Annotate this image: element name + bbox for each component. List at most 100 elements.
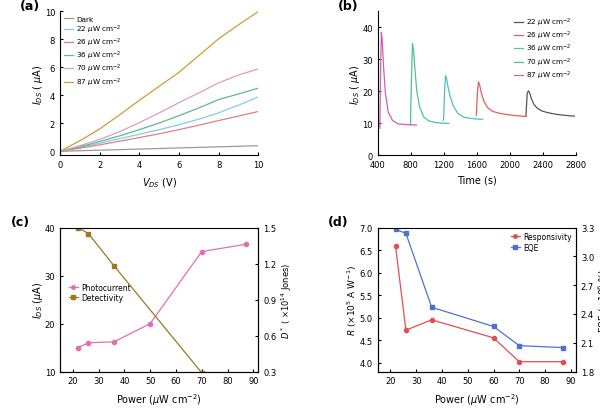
36 $\mu$W cm$^{-2}$ [467, 116, 474, 121]
26 $\mu$W cm$^{-2}$ [517, 114, 524, 119]
36 $\mu$W cm$^{-2}$ [442, 74, 449, 79]
26 $\mu$W cm$^{-2}$ [215, 119, 223, 124]
X-axis label: $V_{DS}$ (V): $V_{DS}$ (V) [142, 176, 177, 189]
Photocurrent [85, 340, 92, 345]
22 $\mu$W cm$^{-2}$ [554, 113, 562, 118]
87 $\mu$W cm$^{-2}$ [255, 10, 262, 15]
Line: 22 $\mu$W cm$^{-2}$: 22 $\mu$W cm$^{-2}$ [60, 97, 259, 152]
36 $\mu$W cm$^{-2}$ [116, 134, 123, 139]
70 $\mu$W cm$^{-2}$ [407, 123, 414, 128]
36 $\mu$W cm$^{-2}$ [473, 117, 481, 122]
Legend: Responsivity, EQE: Responsivity, EQE [510, 232, 572, 253]
Detectivity [110, 264, 118, 269]
26 $\mu$W cm$^{-2}$ [475, 80, 482, 85]
Line: 26 $\mu$W cm$^{-2}$: 26 $\mu$W cm$^{-2}$ [476, 83, 526, 117]
70 $\mu$W cm$^{-2}$ [425, 119, 433, 124]
36 $\mu$W cm$^{-2}$ [445, 85, 452, 90]
22 $\mu$W cm$^{-2}$ [196, 117, 203, 122]
Dark [235, 145, 242, 150]
EQE [402, 231, 409, 236]
Legend: Dark, 22 $\mu$W cm$^{-2}$, 26 $\mu$W cm$^{-2}$, 36 $\mu$W cm$^{-2}$, 70 $\mu$W c: Dark, 22 $\mu$W cm$^{-2}$, 26 $\mu$W cm$… [64, 16, 122, 89]
Text: (b): (b) [338, 0, 358, 12]
Line: 70 $\mu$W cm$^{-2}$: 70 $\mu$W cm$^{-2}$ [60, 70, 259, 152]
87 $\mu$W cm$^{-2}$ [196, 54, 203, 59]
87 $\mu$W cm$^{-2}$ [413, 123, 420, 128]
Y-axis label: EQE ($\times$10$^6$ %): EQE ($\times$10$^6$ %) [597, 268, 600, 332]
Responsivity [392, 244, 399, 249]
22 $\mu$W cm$^{-2}$ [215, 111, 223, 116]
36 $\mu$W cm$^{-2}$ [136, 128, 143, 133]
Responsivity [428, 318, 435, 323]
Photocurrent [74, 345, 82, 350]
70 $\mu$W cm$^{-2}$ [408, 77, 415, 82]
36 $\mu$W cm$^{-2}$ [479, 118, 486, 123]
Line: Dark: Dark [60, 146, 259, 152]
Y-axis label: $R$ ($\times$10$^5$ A W$^{-1}$): $R$ ($\times$10$^5$ A W$^{-1}$) [346, 264, 359, 335]
EQE [392, 228, 399, 233]
87 $\mu$W cm$^{-2}$ [400, 123, 407, 128]
26 $\mu$W cm$^{-2}$ [96, 143, 103, 148]
26 $\mu$W cm$^{-2}$ [175, 128, 182, 133]
X-axis label: Power ($\mu$W cm$^{-2}$): Power ($\mu$W cm$^{-2}$) [116, 391, 202, 407]
22 $\mu$W cm$^{-2}$ [538, 109, 545, 114]
87 $\mu$W cm$^{-2}$ [96, 127, 103, 132]
36 $\mu$W cm$^{-2}$ [449, 104, 457, 109]
87 $\mu$W cm$^{-2}$ [385, 111, 392, 116]
26 $\mu$W cm$^{-2}$ [196, 123, 203, 128]
Line: Responsivity: Responsivity [394, 245, 565, 364]
36 $\mu$W cm$^{-2}$ [441, 91, 448, 96]
Dark [76, 149, 83, 154]
Responsivity [402, 328, 409, 333]
36 $\mu$W cm$^{-2}$ [175, 114, 182, 119]
70 $\mu$W cm$^{-2}$ [175, 101, 182, 106]
Responsivity [490, 335, 497, 340]
Detectivity [198, 370, 205, 375]
Line: 22 $\mu$W cm$^{-2}$: 22 $\mu$W cm$^{-2}$ [526, 92, 574, 117]
70 $\mu$W cm$^{-2}$ [116, 130, 123, 135]
70 $\mu$W cm$^{-2}$ [215, 81, 223, 86]
36 $\mu$W cm$^{-2}$ [443, 77, 450, 82]
22 $\mu$W cm$^{-2}$ [175, 123, 182, 128]
Line: 36 $\mu$W cm$^{-2}$: 36 $\mu$W cm$^{-2}$ [443, 76, 482, 121]
22 $\mu$W cm$^{-2}$ [525, 89, 532, 94]
26 $\mu$W cm$^{-2}$ [484, 106, 491, 111]
70 $\mu$W cm$^{-2}$ [196, 91, 203, 96]
22 $\mu$W cm$^{-2}$ [76, 145, 83, 150]
70 $\mu$W cm$^{-2}$ [412, 67, 419, 72]
70 $\mu$W cm$^{-2}$ [410, 48, 417, 53]
26 $\mu$W cm$^{-2}$ [489, 109, 496, 114]
70 $\mu$W cm$^{-2}$ [416, 106, 424, 111]
70 $\mu$W cm$^{-2}$ [413, 90, 421, 95]
X-axis label: Power ($\mu$W cm$^{-2}$): Power ($\mu$W cm$^{-2}$) [434, 391, 520, 407]
22 $\mu$W cm$^{-2}$ [56, 150, 64, 154]
Photocurrent [198, 249, 205, 254]
22 $\mu$W cm$^{-2}$ [524, 91, 531, 96]
Photocurrent [146, 321, 154, 326]
22 $\mu$W cm$^{-2}$ [566, 114, 573, 119]
Text: (c): (c) [10, 215, 29, 228]
36 $\mu$W cm$^{-2}$ [196, 106, 203, 111]
36 $\mu$W cm$^{-2}$ [215, 98, 223, 103]
26 $\mu$W cm$^{-2}$ [473, 114, 480, 119]
26 $\mu$W cm$^{-2}$ [476, 83, 483, 88]
87 $\mu$W cm$^{-2}$ [378, 31, 385, 36]
26 $\mu$W cm$^{-2}$ [136, 136, 143, 141]
70 $\mu$W cm$^{-2}$ [155, 111, 163, 116]
Line: 70 $\mu$W cm$^{-2}$: 70 $\mu$W cm$^{-2}$ [410, 44, 449, 126]
Y-axis label: $I_{DS}$ ($\mu$A): $I_{DS}$ ($\mu$A) [31, 281, 44, 318]
22 $\mu$W cm$^{-2}$ [530, 102, 538, 107]
36 $\mu$W cm$^{-2}$ [454, 112, 461, 116]
Line: 87 $\mu$W cm$^{-2}$: 87 $\mu$W cm$^{-2}$ [380, 33, 416, 129]
Dark [116, 148, 123, 153]
70 $\mu$W cm$^{-2}$ [439, 121, 446, 126]
36 $\mu$W cm$^{-2}$ [56, 150, 64, 154]
Text: (d): (d) [328, 215, 349, 228]
Dark [155, 147, 163, 152]
87 $\mu$W cm$^{-2}$ [376, 126, 383, 131]
87 $\mu$W cm$^{-2}$ [380, 64, 387, 69]
Photocurrent [242, 242, 249, 247]
87 $\mu$W cm$^{-2}$ [379, 39, 386, 44]
26 $\mu$W cm$^{-2}$ [511, 114, 518, 119]
22 $\mu$W cm$^{-2}$ [235, 103, 242, 108]
Text: (a): (a) [20, 0, 41, 12]
